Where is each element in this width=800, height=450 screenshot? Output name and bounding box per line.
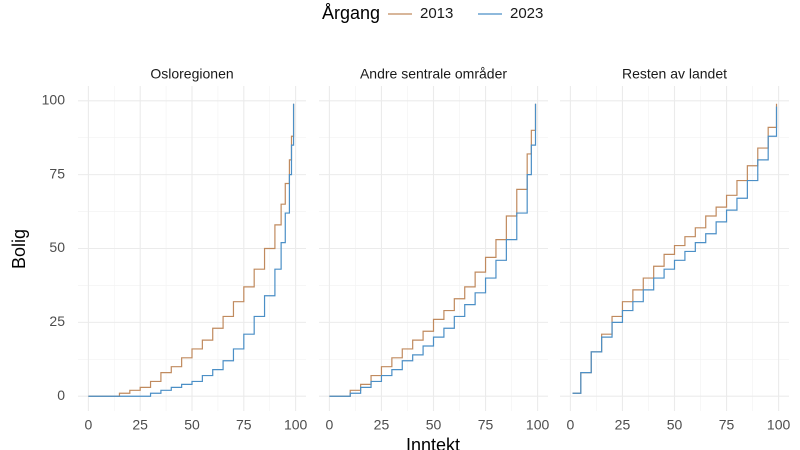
y-tick-label: 75 bbox=[49, 165, 65, 181]
x-tick-label: 25 bbox=[374, 417, 390, 433]
step-line bbox=[329, 103, 537, 397]
y-tick-label: 100 bbox=[42, 91, 66, 107]
x-tick-label: 0 bbox=[326, 417, 334, 433]
step-line bbox=[88, 103, 295, 397]
y-tick-label: 25 bbox=[49, 313, 65, 329]
x-tick-label: 75 bbox=[719, 417, 735, 433]
x-axis-label: Inntekt bbox=[406, 435, 460, 450]
x-tick-label: 100 bbox=[284, 417, 308, 433]
step-line bbox=[329, 103, 537, 397]
legend-label: 2023 bbox=[510, 5, 543, 22]
x-tick-label: 50 bbox=[667, 417, 683, 433]
legend-label: 2013 bbox=[420, 5, 453, 22]
panel-title: Andre sentrale områder bbox=[360, 66, 507, 82]
x-tick-label: 100 bbox=[526, 417, 550, 433]
y-tick-label: 50 bbox=[49, 239, 65, 255]
y-axis-label: Bolig bbox=[9, 229, 29, 269]
x-tick-label: 0 bbox=[567, 417, 575, 433]
x-tick-label: 25 bbox=[615, 417, 631, 433]
panel-title: Resten av landet bbox=[622, 66, 727, 82]
panel-title: Osloregionen bbox=[150, 66, 233, 82]
x-tick-label: 100 bbox=[767, 417, 791, 433]
step-line bbox=[572, 103, 778, 394]
x-tick-label: 0 bbox=[84, 417, 92, 433]
legend-title: Årgang bbox=[322, 3, 380, 23]
x-tick-label: 75 bbox=[478, 417, 494, 433]
x-tick-label: 25 bbox=[132, 417, 148, 433]
x-tick-label: 50 bbox=[426, 417, 442, 433]
step-line bbox=[88, 103, 295, 397]
x-tick-label: 50 bbox=[184, 417, 200, 433]
y-tick-label: 0 bbox=[57, 387, 65, 403]
x-tick-label: 75 bbox=[236, 417, 252, 433]
step-line bbox=[572, 106, 778, 394]
